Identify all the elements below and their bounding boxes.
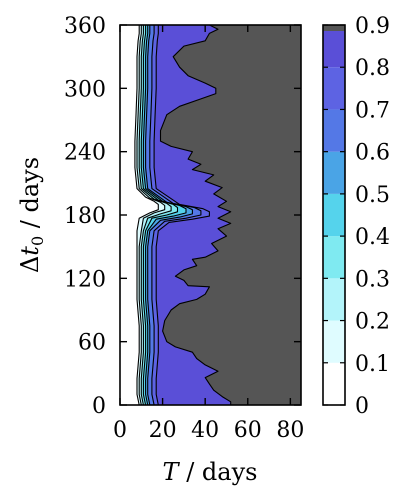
contour-line-0.1 [134,25,159,405]
colorbar-band [323,278,345,321]
y-tick-label: 180 [64,204,106,229]
contour-fills [134,25,301,405]
colorbar-tick-label: 0.6 [355,141,390,166]
contour-line-0.8 [153,25,210,405]
colorbar-band [323,320,345,363]
colorbar-tick-label: 0 [355,394,369,419]
x-tick-label: 60 [234,418,262,443]
y-axis-label: Δt0 / days [16,157,47,273]
colorbar-tick-label: 0.8 [355,56,390,81]
contour-line-0.9 [159,25,232,405]
colorbar-band [323,151,345,194]
colorbar-band-max [323,25,345,31]
contour-line-0.4 [140,25,179,405]
y-tick-label: 120 [64,267,106,292]
x-axis-label: T / days [163,458,258,486]
y-tick-label: 240 [64,141,106,166]
contour-line-0.2 [136,25,166,405]
y-tick-label: 300 [64,77,106,102]
colorbar-band [323,67,345,110]
contour-line-0.7 [149,25,202,405]
x-tick-label: 0 [113,418,127,443]
y-axis: 0 60 120 180 240 300 360 [64,14,301,419]
colorbar: 0 0.1 0.2 0.3 0.4 0.5 0.6 0.7 0.8 0.9 [322,14,390,419]
colorbar-band [323,25,345,68]
contour-band-0.9 [160,25,301,405]
colorbar-band [323,193,345,237]
colorbar-bands [323,25,345,405]
contour-line-0.6 [145,25,193,405]
colorbar-tick-label: 0.4 [355,225,390,250]
y-tick-label: 360 [64,14,106,39]
x-tick-label: 20 [149,418,177,443]
colorbar-tick-label: 0.2 [355,310,390,335]
x-tick-label: 80 [276,418,304,443]
colorbar-tick-label: 0.3 [355,267,390,292]
colorbar-band [323,109,345,152]
colorbar-band [323,362,345,405]
x-tick-label: 40 [191,418,219,443]
colorbar-tick-label: 0.7 [355,98,390,123]
y-tick-label: 0 [92,394,106,419]
contour-line-0.5 [142,25,187,405]
y-tick-label: 60 [78,331,106,356]
colorbar-frame [322,24,346,406]
colorbar-ticks: 0 0.1 0.2 0.3 0.4 0.5 0.6 0.7 0.8 0.9 [323,14,390,419]
colorbar-tick-label: 0.5 [355,183,390,208]
contour-line-0.3 [138,25,172,405]
contour-lines [134,25,232,405]
colorbar-tick-label: 0.1 [355,352,390,377]
x-axis: 0 20 40 60 80 [113,25,304,443]
colorbar-tick-label: 0.9 [355,14,390,39]
plot-area: 0 20 40 60 80 0 60 120 180 240 300 360 [64,14,304,443]
colorbar-band [323,236,345,279]
